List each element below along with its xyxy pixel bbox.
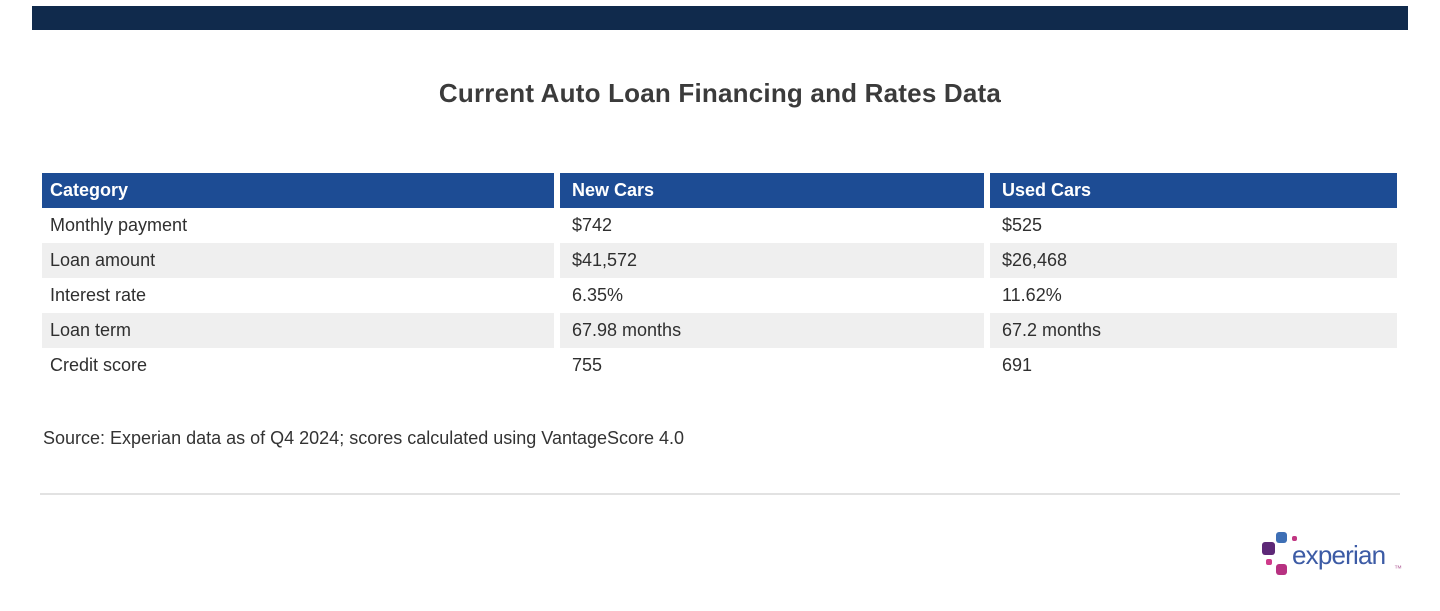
- header-cell-category: Category: [42, 173, 554, 208]
- row-label: Monthly payment: [42, 208, 554, 243]
- header-cell-new-cars: New Cars: [560, 173, 984, 208]
- cell-value: $525: [990, 208, 1397, 243]
- logo-dot-magenta-icon: [1292, 536, 1297, 541]
- data-table: Category New Cars Used Cars Monthly paym…: [42, 173, 1397, 383]
- trademark-symbol: ™: [1394, 564, 1402, 573]
- cell-value: $41,572: [560, 243, 984, 278]
- cell-value: 6.35%: [560, 278, 984, 313]
- cell-value: 11.62%: [990, 278, 1397, 313]
- cell-value: 755: [560, 348, 984, 383]
- page-title: Current Auto Loan Financing and Rates Da…: [438, 78, 1002, 108]
- experian-logo: experian ™: [1262, 527, 1402, 583]
- footer-divider: [40, 493, 1400, 495]
- row-label: Loan term: [42, 313, 554, 348]
- header-cell-used-cars: Used Cars: [990, 173, 1397, 208]
- cell-value: $26,468: [990, 243, 1397, 278]
- row-label: Credit score: [42, 348, 554, 383]
- row-label: Loan amount: [42, 243, 554, 278]
- logo-square-magenta-icon: [1276, 564, 1287, 575]
- cell-value: 67.98 months: [560, 313, 984, 348]
- logo-square-purple-icon: [1262, 542, 1275, 555]
- experian-wordmark: experian: [1292, 540, 1386, 570]
- top-border-bar: [32, 6, 1408, 30]
- cell-value: 67.2 months: [990, 313, 1397, 348]
- cell-value: $742: [560, 208, 984, 243]
- row-label: Interest rate: [42, 278, 554, 313]
- source-note: Source: Experian data as of Q4 2024; sco…: [43, 428, 685, 448]
- logo-dot-pink-icon: [1266, 559, 1272, 565]
- logo-square-blue-icon: [1276, 532, 1287, 543]
- cell-value: 691: [990, 348, 1397, 383]
